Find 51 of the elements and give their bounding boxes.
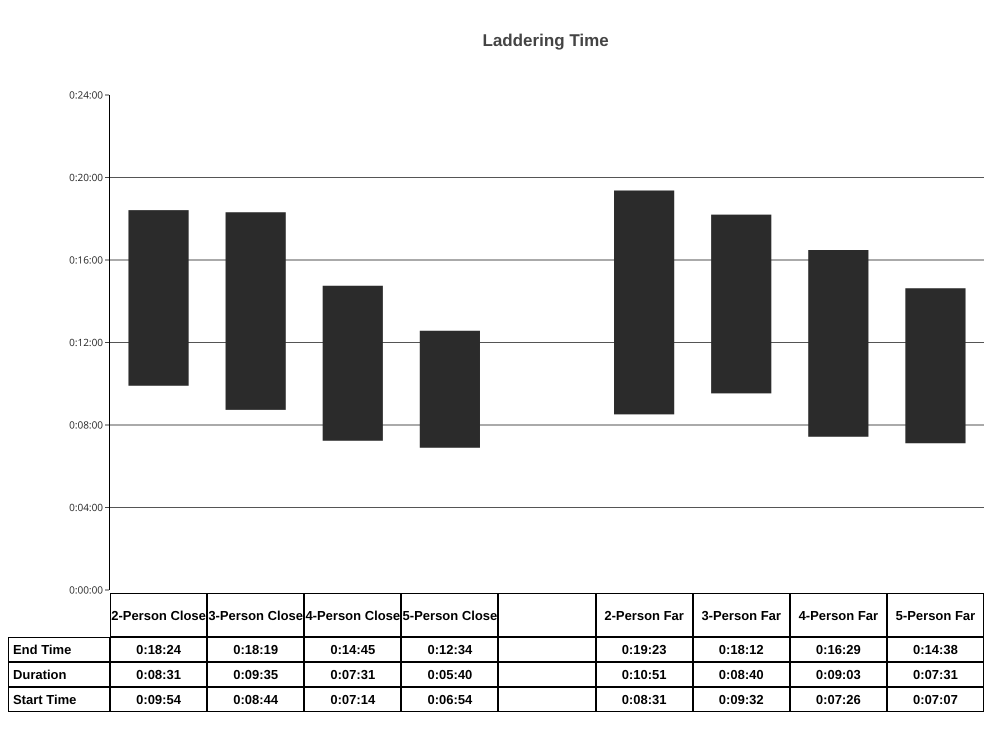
- text: End Time: [13, 642, 72, 657]
- bar: [128, 210, 189, 386]
- data-label: 0:09:03: [816, 667, 861, 682]
- text: 0:09:32: [718, 692, 764, 707]
- text: 0:06:54: [427, 692, 472, 707]
- bar: [711, 214, 772, 394]
- y-tick-label: 0:08:00: [69, 418, 104, 432]
- y-tick-label: 0:04:00: [69, 500, 104, 514]
- data-label: 0:08:40: [718, 667, 764, 682]
- text: 0:07:26: [816, 692, 861, 707]
- text: 0:14:38: [913, 642, 958, 657]
- y-tick-label: 0:00:00: [69, 582, 104, 596]
- data-label: 0:10:51: [622, 667, 666, 682]
- chart-title: Laddering Time: [482, 30, 609, 50]
- text: 0:12:34: [427, 642, 472, 657]
- data-label: 0:05:40: [427, 667, 472, 682]
- text: 0:08:44: [233, 692, 278, 707]
- bar: [322, 286, 383, 441]
- x-tick-label: 3-Person Close: [208, 608, 303, 622]
- text: 0:09:54: [136, 692, 181, 707]
- x-tick-label: 2-Person Far: [604, 608, 684, 622]
- y-tick-label: 0:24:00: [69, 88, 104, 102]
- text: 0:08:31: [622, 692, 666, 707]
- bar: [808, 250, 868, 437]
- data-label: 0:08:31: [136, 667, 181, 682]
- text: 0:07:14: [330, 692, 376, 707]
- x-tick-label: 4-Person Close: [305, 608, 400, 622]
- text: 0:14:45: [330, 642, 376, 657]
- text: Start Time: [13, 692, 76, 707]
- y-tick-label: 0:12:00: [69, 335, 104, 349]
- text: 0:16:29: [816, 642, 861, 657]
- y-tick-label: 0:16:00: [69, 252, 104, 266]
- y-tick-label: 0:20:00: [69, 170, 104, 184]
- x-tick-label: 5-Person Far: [896, 608, 976, 622]
- bar: [905, 288, 966, 444]
- x-tick-label: 2-Person Close: [111, 608, 206, 622]
- bar: [420, 330, 480, 448]
- text: 0:07:07: [913, 692, 958, 707]
- bar: [614, 190, 674, 414]
- text: 0:18:19: [233, 642, 278, 657]
- data-label: 0:07:31: [330, 667, 376, 682]
- data-label: 0:09:35: [233, 667, 278, 682]
- data-label: 0:07:31: [913, 667, 958, 682]
- bar: [226, 212, 286, 410]
- x-tick-label: 3-Person Far: [701, 608, 781, 622]
- text: Duration: [13, 667, 66, 682]
- text: 0:18:24: [136, 642, 181, 657]
- x-tick-label: 5-Person Close: [402, 608, 498, 622]
- text: 0:19:23: [622, 642, 666, 657]
- x-tick-label: 4-Person Far: [798, 608, 878, 622]
- text: 0:18:12: [718, 642, 764, 657]
